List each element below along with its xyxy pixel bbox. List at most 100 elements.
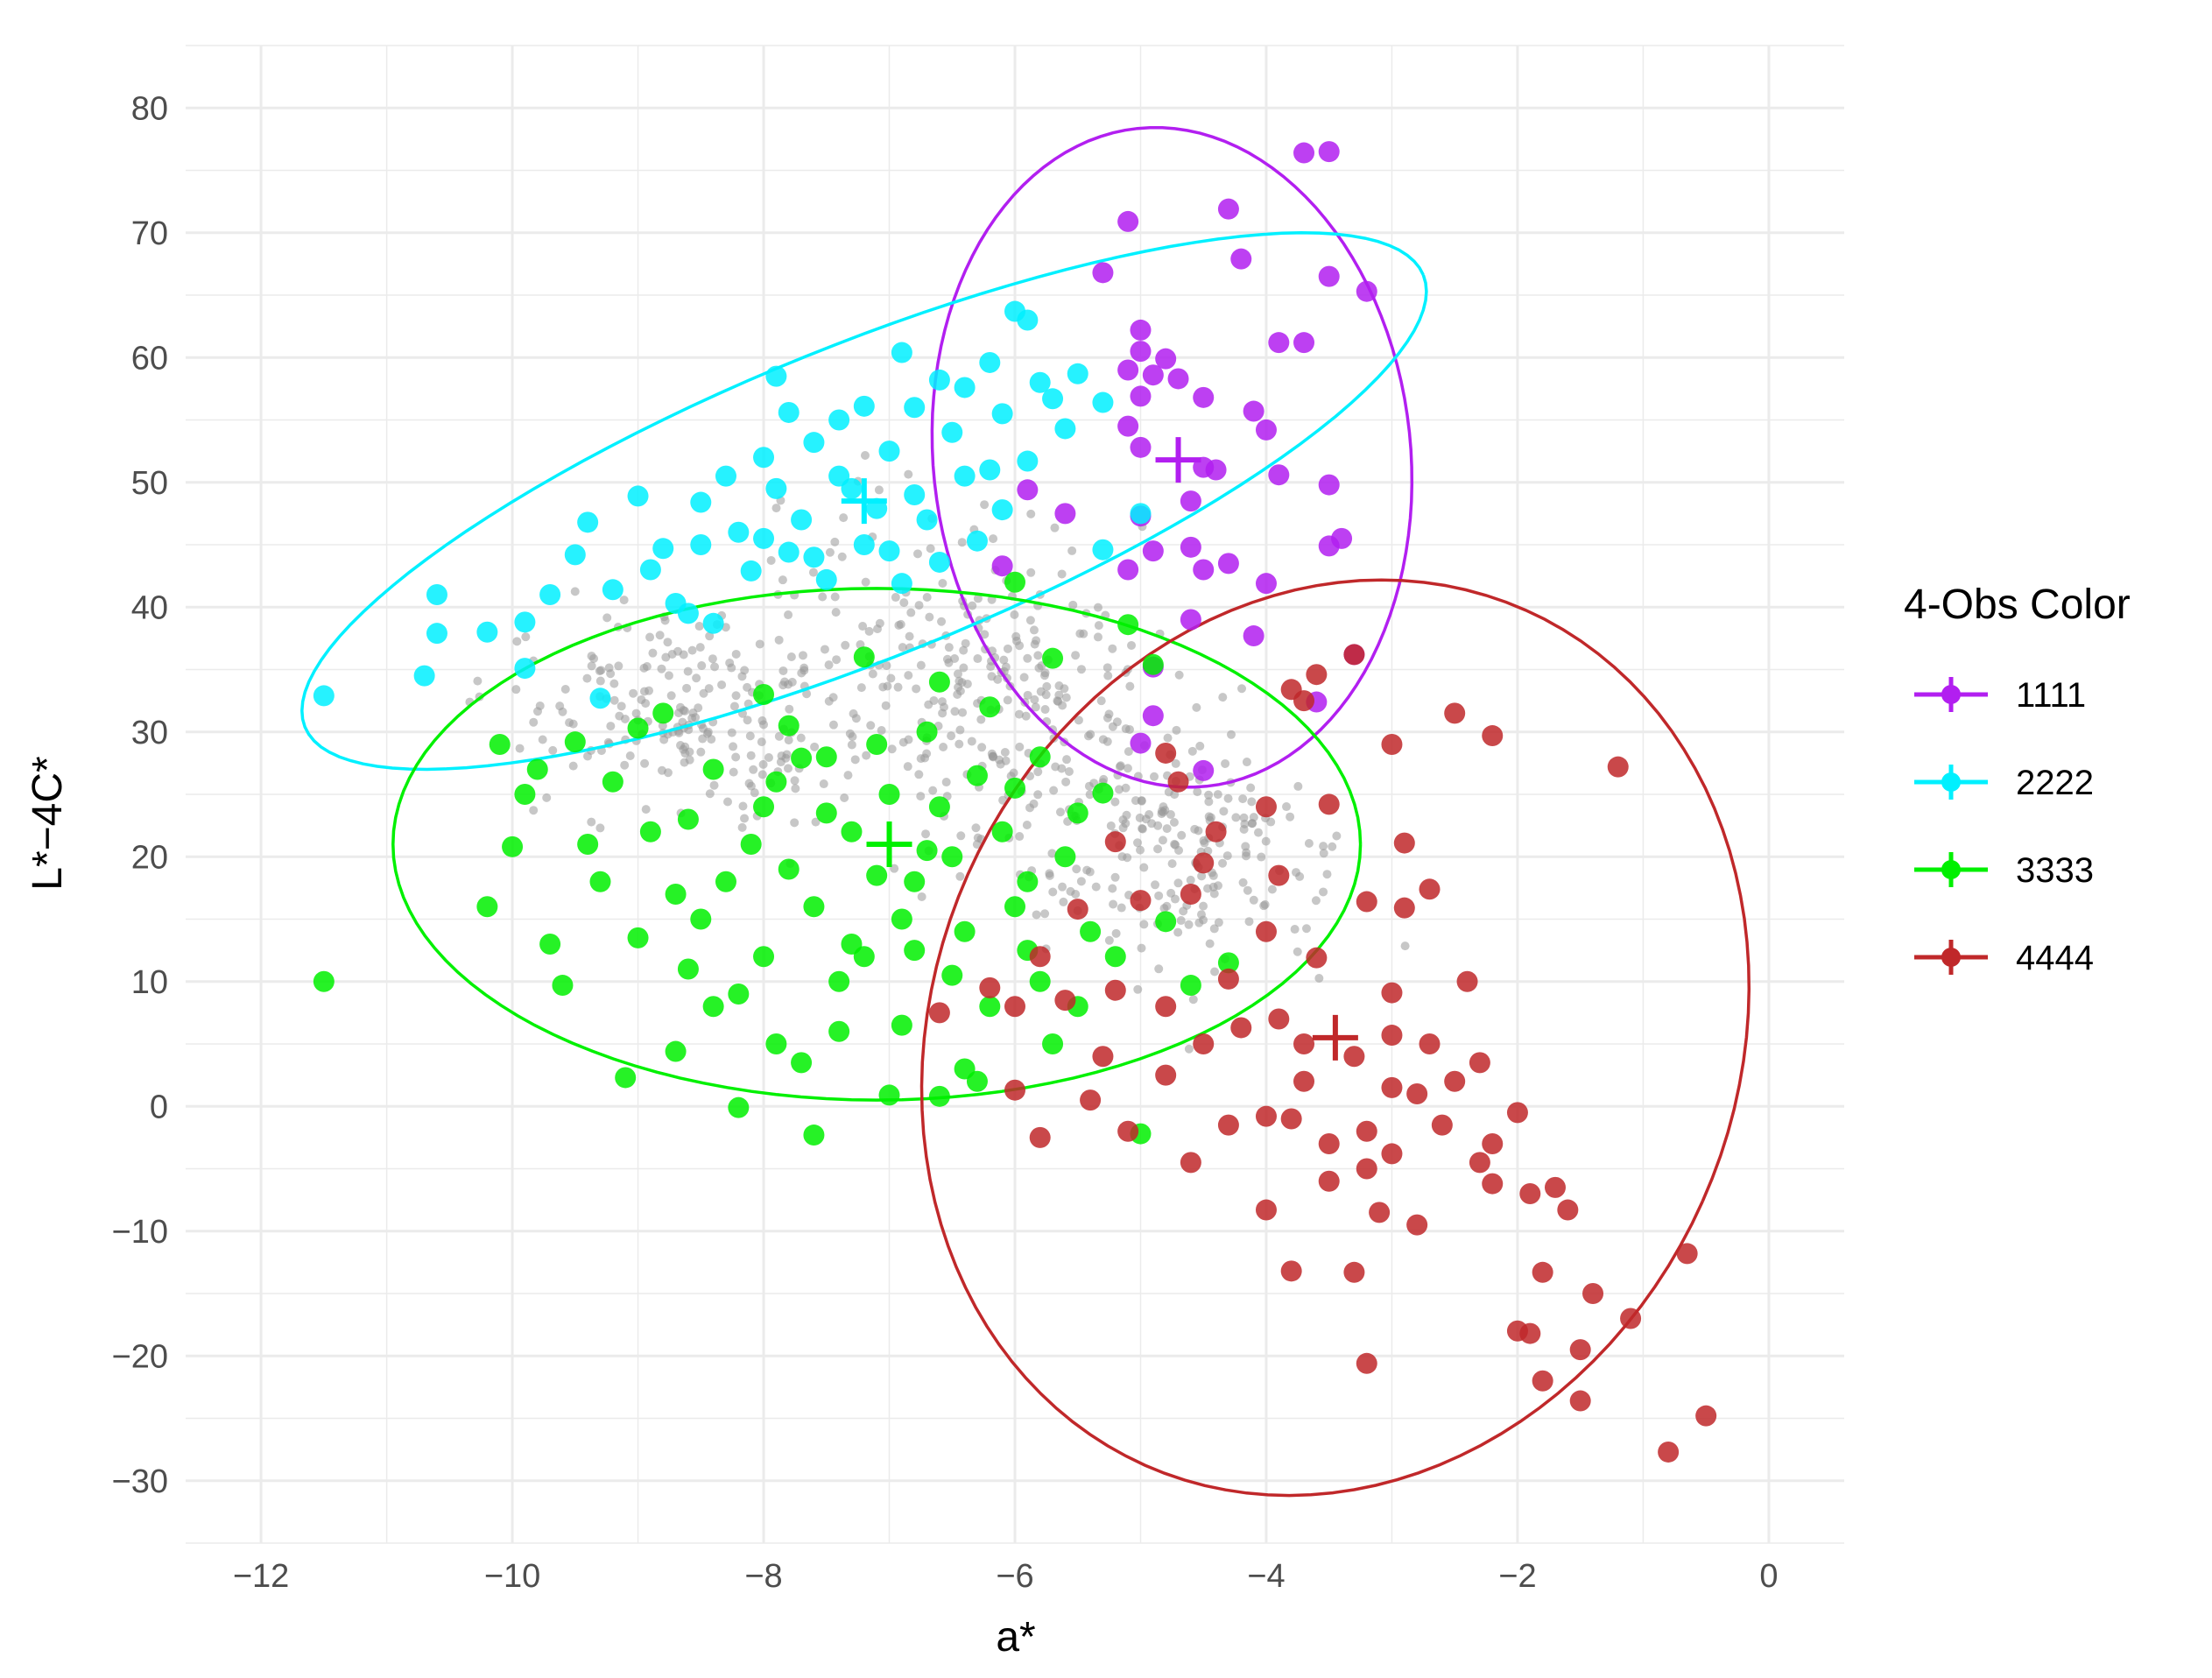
background-point	[1121, 783, 1131, 793]
background-point	[729, 702, 739, 711]
background-point	[1328, 842, 1337, 851]
point-1111	[1092, 262, 1114, 284]
background-point	[917, 892, 926, 901]
point-3333	[514, 784, 536, 805]
point-1111	[1155, 348, 1177, 370]
point-3333	[866, 734, 888, 755]
background-point	[953, 669, 962, 679]
point-3333	[589, 871, 611, 892]
grid	[186, 45, 1844, 1544]
point-4444	[1268, 864, 1290, 886]
background-point	[1133, 984, 1143, 994]
point-2222	[577, 511, 599, 533]
point-2222	[991, 499, 1013, 521]
background-point	[825, 547, 835, 557]
background-point	[1188, 995, 1198, 1005]
background-point	[1053, 696, 1063, 706]
point-1111	[1217, 553, 1239, 575]
point-2222	[677, 603, 699, 624]
background-point	[899, 598, 909, 608]
point-4444	[1658, 1441, 1680, 1463]
background-point	[746, 751, 756, 760]
background-point	[473, 676, 483, 686]
legend-key-point	[1941, 948, 1961, 967]
background-point	[1032, 910, 1041, 920]
point-3333	[1142, 653, 1164, 675]
background-point	[708, 654, 717, 664]
background-point	[606, 669, 616, 679]
point-2222	[639, 559, 661, 581]
background-point	[1067, 546, 1077, 555]
point-2222	[878, 540, 900, 562]
y-tick-label: 40	[131, 589, 168, 626]
point-4444	[1155, 1064, 1177, 1086]
background-point	[738, 801, 748, 811]
legend-label: 2222	[2016, 764, 2094, 802]
point-3333	[941, 964, 963, 986]
point-2222	[514, 658, 536, 680]
background-point	[1021, 711, 1031, 721]
point-3333	[803, 896, 825, 918]
background-point	[1208, 871, 1218, 880]
background-point	[937, 617, 947, 626]
background-point	[740, 814, 750, 823]
background-point	[1247, 797, 1257, 807]
background-point	[1400, 941, 1410, 951]
background-point	[1319, 842, 1328, 851]
point-3333	[615, 1067, 637, 1089]
point-1111	[1293, 142, 1315, 164]
point-4444	[1318, 1170, 1340, 1192]
background-point	[980, 500, 990, 510]
point-3333	[539, 934, 561, 955]
point-3333	[627, 927, 649, 948]
background-point	[640, 758, 650, 768]
background-point	[947, 731, 956, 741]
background-point	[980, 630, 990, 639]
background-point	[1205, 939, 1215, 948]
point-4444	[1419, 878, 1441, 900]
point-2222	[891, 573, 912, 595]
background-point	[938, 579, 947, 589]
point-4444	[1255, 1105, 1277, 1127]
point-1111	[1180, 490, 1201, 512]
background-point	[1286, 812, 1295, 821]
background-point	[1118, 823, 1128, 833]
background-point	[950, 707, 960, 716]
background-point	[614, 661, 623, 671]
background-point	[1085, 867, 1095, 877]
point-2222	[514, 611, 536, 633]
background-point	[1304, 839, 1314, 849]
point-4444	[1381, 1143, 1403, 1165]
background-point	[1238, 878, 1248, 887]
legend-key-point	[1941, 685, 1961, 704]
point-2222	[1054, 418, 1076, 440]
point-4444	[1180, 1152, 1201, 1174]
background-point	[774, 635, 784, 645]
background-point	[1023, 690, 1032, 700]
background-point	[695, 643, 705, 652]
point-4444	[1607, 756, 1629, 778]
point-4444	[1482, 725, 1504, 747]
background-point	[1096, 696, 1106, 706]
background-point	[1153, 844, 1163, 854]
point-4444	[1104, 979, 1126, 1001]
background-point	[639, 663, 649, 673]
background-point	[1117, 852, 1127, 862]
y-tick-label: −30	[112, 1463, 168, 1500]
point-2222	[1130, 503, 1152, 525]
point-2222	[728, 521, 750, 543]
background-point	[894, 620, 904, 630]
point-1111	[1130, 341, 1152, 363]
mean-markers	[841, 437, 1358, 1061]
background-point	[958, 708, 968, 717]
background-point	[757, 770, 767, 779]
point-1111	[1117, 415, 1139, 437]
ellipse-4444	[919, 578, 1751, 1498]
background-point	[1068, 600, 1078, 610]
x-tick-label: −6	[996, 1558, 1033, 1595]
background-point	[874, 485, 884, 495]
point-1111	[1117, 559, 1139, 581]
background-point	[548, 745, 558, 755]
legend-item-2222: 2222	[1914, 764, 2094, 802]
